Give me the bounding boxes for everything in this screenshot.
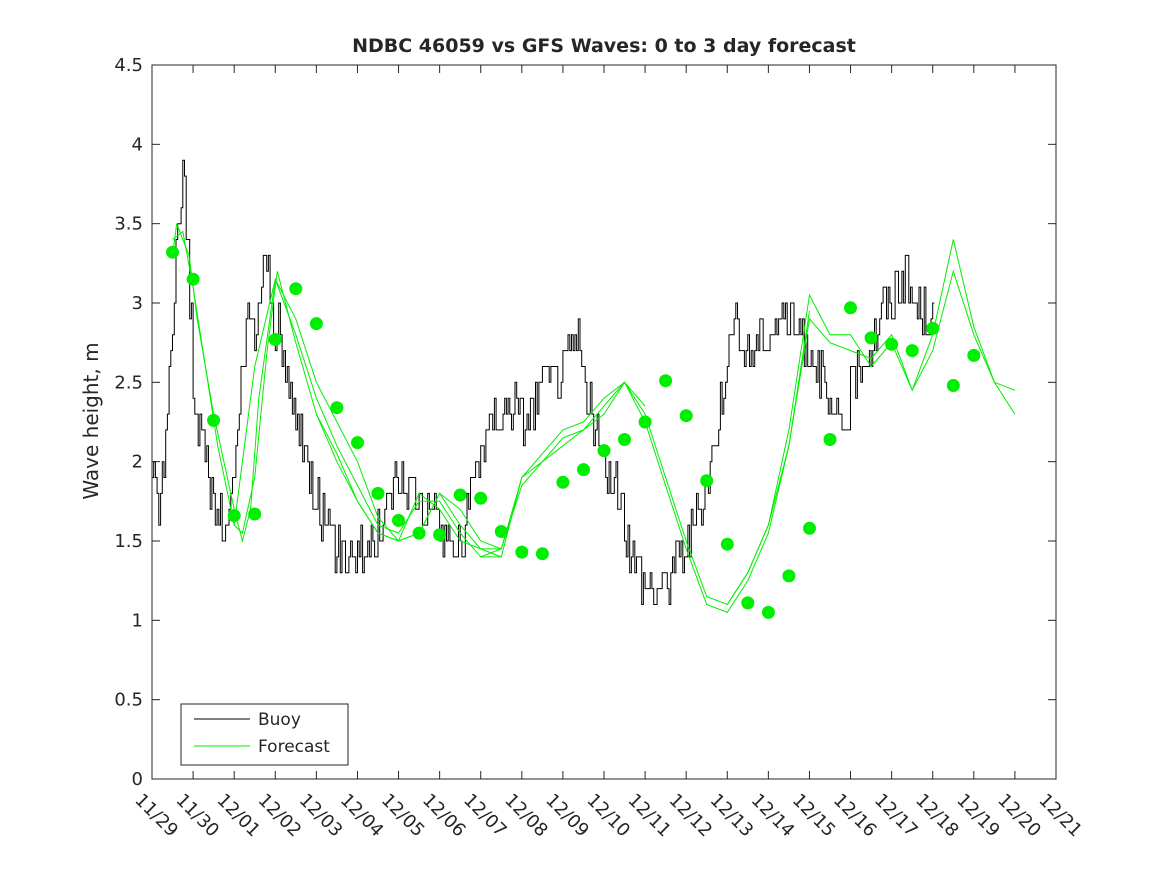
forecast-point [351,436,364,450]
forecast-point [967,348,981,362]
forecast-point [577,463,590,477]
forecast-series [172,223,1016,614]
y-tick-label: 1.5 [114,531,143,552]
forecast-point [679,409,693,423]
y-tick-label: 3 [132,293,143,314]
forecast-point [782,569,796,583]
forecast-markers [166,245,981,619]
y-tick-label: 0.5 [114,690,143,711]
chart-title: NDBC 46059 vs GFS Waves: 0 to 3 day fore… [352,35,856,57]
y-tick-label: 3.5 [114,214,143,235]
plot-frame [151,64,1057,780]
forecast-point [535,547,549,561]
y-axis-label: Wave height, m [79,342,103,499]
forecast-point [844,301,857,315]
forecast-point [885,337,899,351]
forecast-run-line [480,269,1016,614]
forecast-point [433,528,447,542]
forecast-point [618,433,631,446]
y-tick-label: 2.5 [114,372,143,393]
forecast-point [864,331,878,345]
forecast-point [823,433,837,446]
legend-box [180,703,349,766]
y-tick-label: 1 [132,610,143,631]
buoy-line [152,159,935,605]
forecast-point [207,413,221,427]
forecast-point [926,321,940,335]
forecast-run-line [172,230,502,550]
forecast-point [412,526,426,540]
forecast-point [803,521,816,535]
y-tick-label: 4 [132,134,143,155]
forecast-point [700,474,714,488]
forecast-point [330,401,344,415]
forecast-point [659,374,673,388]
legend-buoy-label: Buoy [258,710,301,730]
y-tick-label: 2 [132,452,143,473]
forecast-point [268,333,282,346]
forecast-point [186,272,200,286]
buoy-series [152,159,935,605]
forecast-point [597,444,611,458]
y-axis-ticks: 0 0.5 1 1.5 2 2.5 3 3.5 4 4.5 [114,55,1056,790]
forecast-point [309,317,323,331]
forecast-point [761,605,775,619]
legend-forecast-label: Forecast [258,737,330,757]
forecast-point [905,344,919,358]
forecast-point [227,509,241,523]
forecast-point [289,282,303,296]
forecast-point [453,488,467,502]
forecast-point [946,379,960,392]
forecast-point [371,486,385,500]
y-tick-label: 0 [132,769,143,790]
forecast-point [720,537,734,551]
forecast-point [248,507,262,521]
forecast-point [392,513,405,527]
forecast-point [741,596,755,610]
forecast-point [474,491,488,505]
plot-area [152,65,1056,779]
forecast-run-line [726,239,1016,605]
forecast-point [638,415,652,429]
forecast-point [515,545,529,559]
legend: Buoy Forecast [180,703,349,766]
forecast-point [556,475,570,489]
forecast-point [494,525,508,538]
forecast-point [166,245,179,259]
y-tick-label: 4.5 [114,55,143,76]
